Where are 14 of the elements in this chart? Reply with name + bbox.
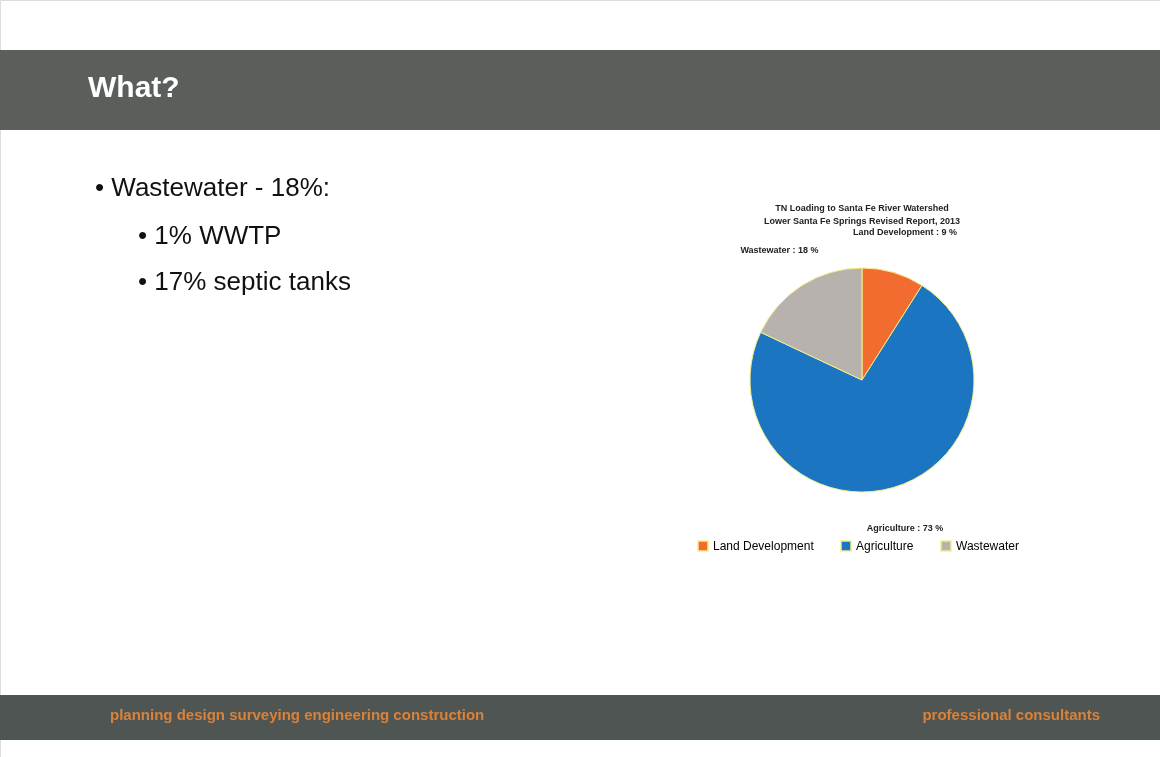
text: • 1% WWTP	[138, 220, 282, 250]
text: planning design surveying engineering construction	[110, 706, 485, 723]
data-label: Wastewater : 18 %	[740, 244, 819, 255]
text: What?	[88, 70, 180, 103]
text: • 17% septic tanks	[138, 266, 351, 296]
legend-label: Land Development	[713, 539, 815, 553]
legend-label: Agriculture	[856, 539, 914, 553]
text: professional consultants	[922, 706, 1100, 723]
legend-label: Wastewater	[956, 539, 1019, 553]
chart-subtitle: Lower Santa Fe Springs Revised Report, 2013	[763, 216, 961, 226]
text: • Wastewater - 18%:	[95, 172, 330, 202]
chart-title: TN Loading to Santa Fe River Watershed	[775, 203, 949, 213]
data-label: Agriculture : 73 %	[866, 522, 944, 533]
data-label: Land Development : 9 %	[852, 227, 957, 238]
